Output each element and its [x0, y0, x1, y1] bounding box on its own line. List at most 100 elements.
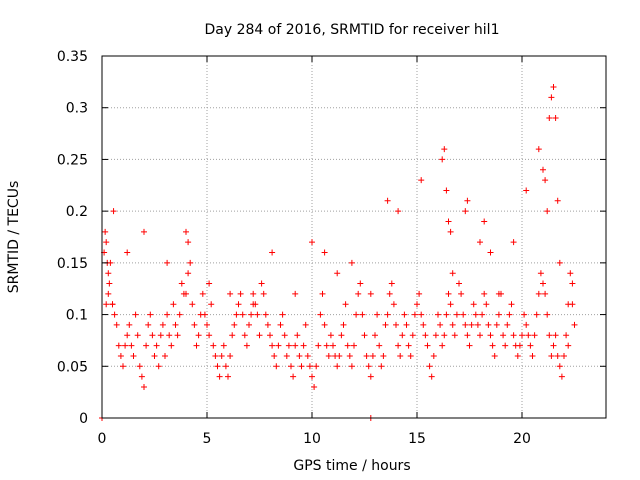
x-tick-label: 20 [513, 431, 531, 447]
data-point [542, 290, 549, 297]
data-point [141, 383, 147, 390]
data-point [250, 301, 257, 308]
data-point [464, 197, 471, 204]
data-point [178, 280, 185, 287]
data-point [376, 342, 383, 349]
data-point [485, 321, 492, 328]
data-point [378, 363, 385, 370]
data-point [411, 311, 418, 318]
data-point [136, 363, 143, 370]
data-point [353, 311, 360, 318]
data-point [384, 311, 391, 318]
data-point [216, 373, 223, 380]
data-point [229, 332, 236, 339]
data-point [109, 301, 116, 308]
data-point [443, 311, 450, 318]
data-point [567, 270, 574, 277]
data-point [554, 197, 561, 204]
data-point [552, 332, 559, 339]
data-point [441, 146, 448, 153]
data-point [330, 342, 336, 349]
y-tick-label: 0.3 [66, 101, 88, 117]
data-point [481, 218, 488, 225]
data-point [481, 290, 488, 297]
grid [102, 56, 606, 418]
data-point [382, 321, 389, 328]
data-point [269, 249, 276, 256]
data-point [275, 342, 282, 349]
data-point [290, 373, 297, 380]
data-point [571, 321, 578, 328]
data-point [231, 321, 238, 328]
data-point [380, 352, 387, 359]
data-point [208, 301, 215, 308]
data-point [399, 332, 406, 339]
data-point [369, 352, 376, 359]
data-point [298, 363, 305, 370]
data-point [214, 363, 221, 370]
data-point [443, 187, 450, 194]
x-tick-label: 5 [203, 431, 212, 447]
data-point [120, 363, 126, 370]
data-point [183, 228, 189, 235]
data-point [447, 228, 454, 235]
data-point [445, 218, 452, 225]
data-point [554, 352, 561, 359]
data-point [218, 352, 225, 359]
data-point [428, 373, 435, 380]
data-point [540, 166, 546, 173]
data-point [351, 342, 357, 349]
data-point [183, 290, 189, 297]
data-point [155, 363, 162, 370]
data-point [269, 342, 276, 349]
data-point [250, 290, 257, 297]
data-point [105, 290, 112, 297]
y-tick-label: 0.1 [66, 308, 88, 324]
data-point [323, 342, 330, 349]
data-point [174, 332, 181, 339]
data-point [504, 321, 511, 328]
data-point [477, 332, 483, 339]
data-point [164, 311, 171, 318]
chart-title: Day 284 of 2016, SRMTID for receiver hil… [205, 22, 500, 38]
data-point [487, 332, 494, 339]
data-point [531, 332, 538, 339]
data-point [239, 311, 246, 318]
data-point [502, 342, 509, 349]
data-point [313, 363, 320, 370]
data-point [523, 321, 530, 328]
data-point [447, 301, 454, 308]
data-point [241, 332, 248, 339]
data-point [105, 270, 112, 277]
data-point [304, 352, 311, 359]
data-point [292, 290, 299, 297]
data-point [115, 342, 122, 349]
data-point [334, 270, 341, 277]
data-point [458, 290, 465, 297]
data-point [279, 311, 286, 318]
data-point [319, 290, 326, 297]
data-point [441, 332, 448, 339]
data-point [563, 332, 570, 339]
data-point [199, 290, 206, 297]
data-point [569, 301, 576, 308]
data-point [342, 301, 349, 308]
data-point [523, 187, 530, 194]
data-point [346, 352, 353, 359]
data-point [510, 239, 517, 246]
data-point [225, 373, 231, 380]
data-point [418, 311, 425, 318]
y-tick-label: 0.35 [57, 49, 88, 65]
data-point [418, 177, 425, 184]
data-point [500, 332, 507, 339]
data-point [405, 342, 412, 349]
data-point [407, 352, 414, 359]
data-point [420, 321, 427, 328]
data-point [172, 321, 179, 328]
data-point [556, 259, 563, 266]
data-point [397, 352, 404, 359]
data-point [327, 332, 334, 339]
data-point [483, 301, 490, 308]
data-point [264, 321, 271, 328]
